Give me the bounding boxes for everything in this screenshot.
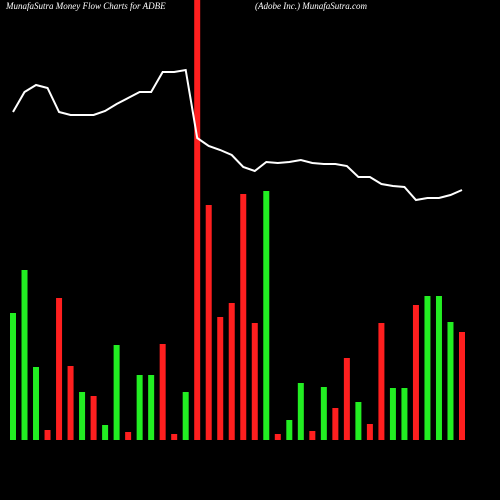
bar <box>286 420 293 440</box>
bar <box>136 375 143 440</box>
bar <box>320 387 327 440</box>
bar <box>159 344 166 440</box>
bar <box>412 305 419 440</box>
bar <box>228 303 235 440</box>
bar <box>297 383 304 440</box>
bar <box>125 432 132 440</box>
bar <box>194 0 201 440</box>
chart-subtitle: (Adobe Inc.) MunafaSutra.com <box>255 1 367 11</box>
bar <box>424 296 431 440</box>
bar <box>332 408 339 440</box>
bar <box>102 425 109 440</box>
bar <box>240 194 247 440</box>
bar <box>378 323 385 440</box>
bar <box>113 345 120 440</box>
bar <box>366 424 373 440</box>
bar <box>10 313 16 440</box>
bar <box>33 367 40 440</box>
bar <box>447 322 454 440</box>
bar <box>263 191 270 440</box>
bar <box>67 366 74 440</box>
bar <box>79 392 86 440</box>
bar <box>56 298 63 440</box>
bar <box>355 402 362 440</box>
bar <box>309 431 316 440</box>
bar <box>274 434 281 440</box>
chart-title: MunafaSutra Money Flow Charts for ADBE <box>5 1 166 11</box>
bar <box>435 296 442 440</box>
bar <box>343 358 350 440</box>
bar <box>182 392 189 440</box>
bar <box>148 375 155 440</box>
bar <box>459 332 465 440</box>
bar <box>205 205 212 440</box>
bar <box>389 388 396 440</box>
bar <box>251 323 258 440</box>
bar <box>217 317 224 440</box>
bar <box>171 434 178 440</box>
bar <box>90 396 97 440</box>
price-line <box>12 68 463 202</box>
bar <box>44 430 51 440</box>
bar <box>21 270 28 440</box>
bar <box>401 388 408 440</box>
